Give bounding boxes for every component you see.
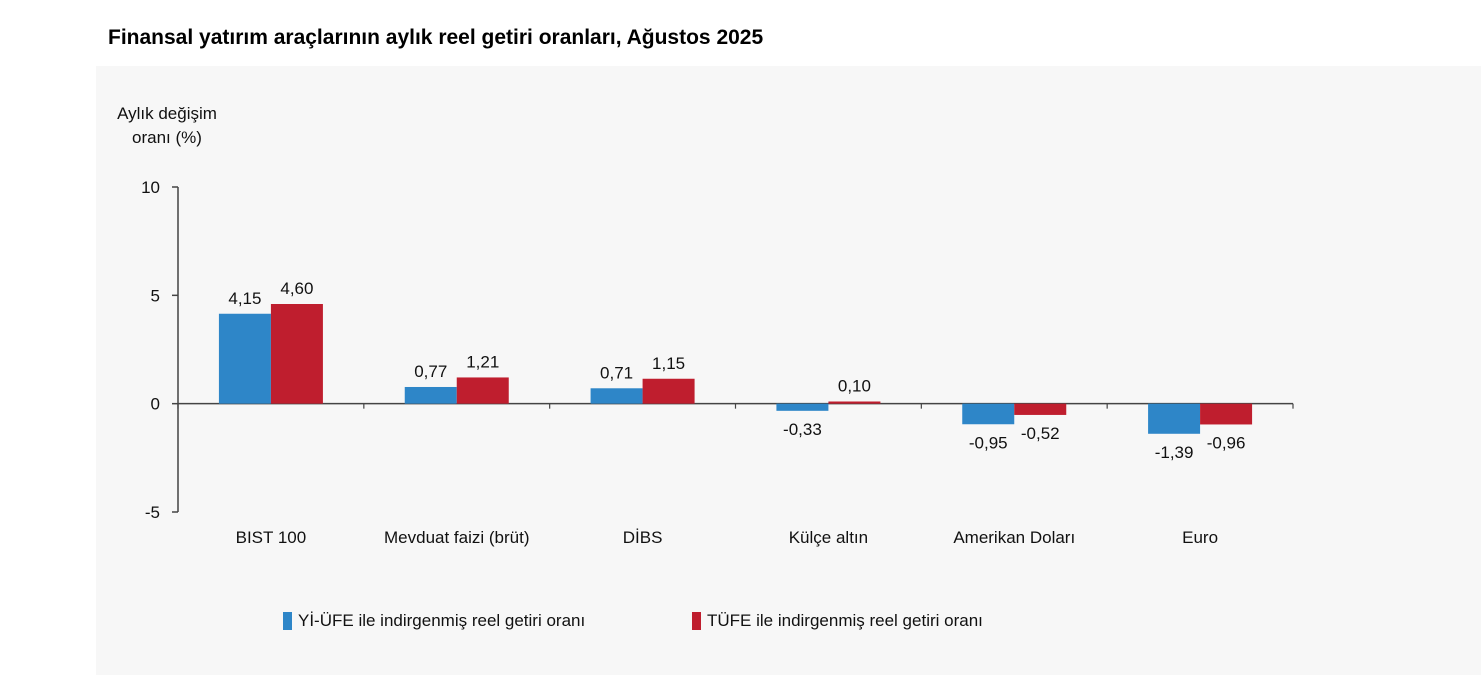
- data-label-series-1: -0,95: [969, 433, 1008, 452]
- legend-swatch-series-1: [283, 612, 292, 630]
- category-label: BIST 100: [236, 528, 307, 547]
- data-label-series-1: -0,33: [783, 420, 822, 439]
- bar-series-1: [590, 388, 643, 404]
- data-label-series-1: 0,71: [600, 363, 633, 382]
- category-label: Külçe altın: [789, 528, 868, 547]
- chart-title: Finansal yatırım araçlarının aylık reel …: [108, 26, 764, 49]
- category-label: DİBS: [623, 528, 663, 547]
- bar-series-2: [1014, 403, 1067, 415]
- data-label-series-1: 4,15: [228, 289, 261, 308]
- legend-item-series-2: TÜFE ile indirgenmiş reel getiri oranı: [692, 611, 983, 631]
- y-axis-label-line-1: Aylık değişim: [117, 104, 217, 123]
- category-label: Mevduat faizi (brüt): [384, 528, 530, 547]
- data-label-series-1: 0,77: [414, 362, 447, 381]
- bar-series-2: [270, 304, 323, 404]
- data-label-series-2: 1,21: [466, 352, 499, 371]
- y-axis-label-line-2: oranı (%): [132, 128, 202, 147]
- bar-series-2: [456, 377, 509, 404]
- bar-series-1: [404, 386, 457, 404]
- y-tick-label: 0: [151, 395, 160, 414]
- data-label-series-2: -0,52: [1021, 424, 1060, 443]
- bar-series-2: [642, 378, 695, 404]
- bar-series-1: [1148, 403, 1201, 434]
- bar-series-2: [828, 401, 881, 404]
- data-label-series-2: 4,60: [280, 279, 313, 298]
- y-tick-label: 10: [141, 178, 160, 197]
- category-label: Euro: [1182, 528, 1218, 547]
- bar-series-1: [218, 313, 271, 404]
- y-tick-label: 5: [151, 286, 160, 305]
- legend-swatch-series-2: [692, 612, 701, 630]
- data-label-series-1: -1,39: [1155, 443, 1194, 462]
- legend-item-series-1: Yİ-ÜFE ile indirgenmiş reel getiri oranı: [283, 611, 585, 631]
- category-label: Amerikan Doları: [953, 528, 1075, 547]
- bar-series-2: [1200, 403, 1253, 425]
- bar-series-1: [776, 403, 829, 411]
- legend-label-series-2: TÜFE ile indirgenmiş reel getiri oranı: [707, 611, 983, 630]
- data-label-series-2: 0,10: [838, 377, 871, 396]
- data-label-series-2: 1,15: [652, 354, 685, 373]
- data-label-series-2: -0,96: [1207, 433, 1246, 452]
- bar-series-1: [962, 403, 1015, 425]
- chart-panel: [96, 66, 1481, 675]
- y-tick-label: -5: [145, 503, 160, 522]
- legend-label-series-1: Yİ-ÜFE ile indirgenmiş reel getiri oranı: [298, 611, 586, 630]
